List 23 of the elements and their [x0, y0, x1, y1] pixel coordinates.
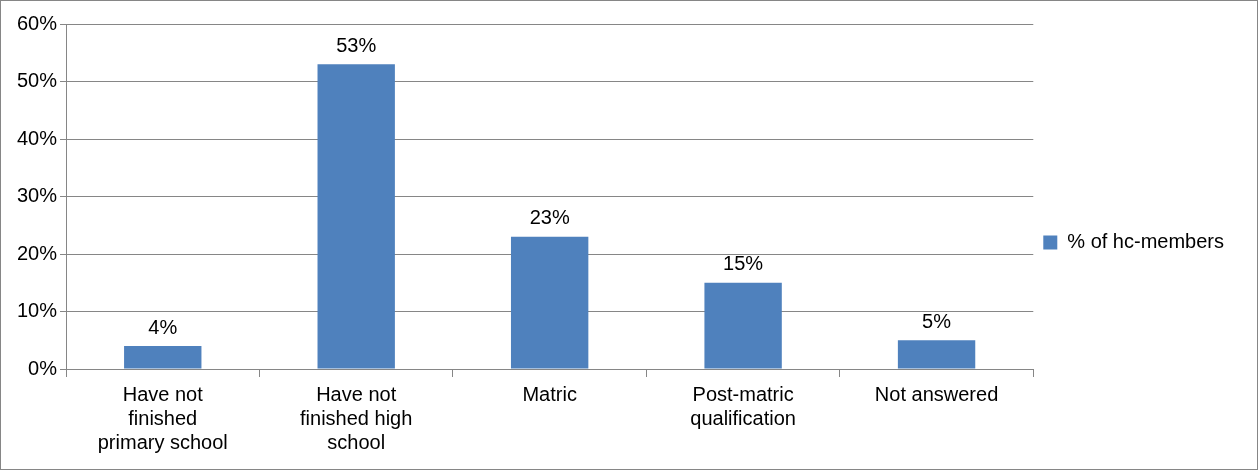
data-label: 15% — [723, 252, 764, 275]
data-label: 5% — [922, 309, 952, 332]
legend-label: % of hc-members — [1067, 230, 1225, 253]
bar — [704, 282, 782, 369]
y-tick-label: 50% — [17, 69, 58, 92]
bar — [317, 64, 395, 369]
data-label: 4% — [148, 315, 178, 338]
data-label: 53% — [336, 33, 377, 56]
data-label: 23% — [529, 206, 570, 229]
y-tick-label: 10% — [17, 299, 58, 322]
bar — [897, 340, 976, 369]
x-tick-label: Have not finished high school — [300, 382, 413, 453]
x-tick-label: Have not finished primary school — [97, 382, 228, 453]
y-tick-label: 40% — [17, 126, 58, 149]
bar — [510, 236, 589, 369]
y-tick-label: 0% — [28, 356, 58, 379]
x-tick-label: Matric — [522, 382, 577, 405]
y-tick-label: 30% — [17, 184, 58, 207]
y-tick-label: 20% — [17, 241, 58, 264]
bar — [124, 346, 202, 369]
y-tick-label: 60% — [17, 11, 58, 34]
x-tick-label: Not answered — [874, 382, 999, 405]
x-tick-label: Post-matric qualification — [690, 382, 796, 429]
